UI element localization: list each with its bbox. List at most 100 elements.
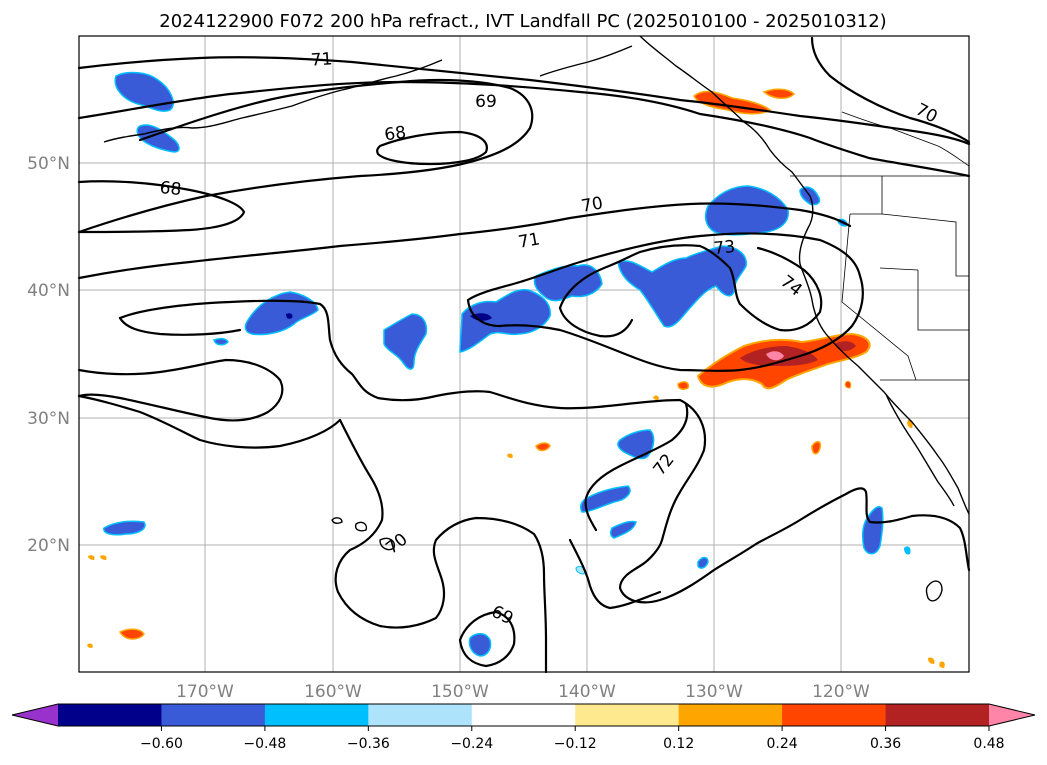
coastline-north-america — [639, 35, 970, 515]
border-line — [841, 111, 970, 167]
neg-region — [459, 288, 551, 353]
contour-label: 71 — [517, 229, 542, 252]
contour-72-west — [118, 316, 242, 336]
pos-region — [939, 661, 945, 668]
colorbar-ticks: −0.60 −0.48 −0.36 −0.24 −0.12 0.12 0.24 0.36 0.4… — [140, 726, 1005, 752]
political-borders — [790, 111, 970, 381]
lon-label-120w: 120°W — [812, 682, 870, 702]
colorbar-extend-max — [989, 704, 1035, 726]
colorbar-segment — [471, 704, 576, 726]
colorbar-extend-min — [12, 704, 58, 726]
pos-region — [811, 441, 822, 455]
colorbar-tick-label: −0.36 — [347, 736, 390, 752]
lon-label-130w: 130°W — [685, 682, 743, 702]
colorbar-tick-label: −0.12 — [554, 736, 597, 752]
neg-region — [103, 520, 146, 536]
contour-label: 69 — [475, 92, 497, 112]
colorbar-tick-label: 0.36 — [870, 736, 901, 752]
colorbar-segment — [782, 704, 887, 726]
contour-70-center — [77, 202, 852, 280]
border-state — [917, 270, 969, 331]
contour-label: 70 — [580, 193, 605, 216]
coastline-baja — [885, 393, 955, 507]
lat-label-30n: 30°N — [27, 409, 70, 429]
contour-label: 68 — [159, 178, 183, 200]
neg-region — [468, 633, 492, 657]
pos-region — [677, 381, 690, 390]
contour-68-west — [77, 180, 246, 234]
refractivity-contours — [77, 36, 971, 674]
pos-region — [653, 395, 659, 400]
contour-74-south — [558, 306, 634, 338]
contour-label: 68 — [383, 123, 407, 146]
colorbar-tick-label: −0.24 — [450, 736, 493, 752]
neg-extreme-region — [286, 313, 293, 319]
colorbar-tick-label: 0.48 — [973, 736, 1004, 752]
pos-region — [535, 442, 551, 452]
contour-68-center — [376, 130, 488, 166]
colorbar-segments — [58, 704, 990, 726]
coastline-island-hawaii — [379, 537, 395, 551]
figure-title: 2024122900 F072 200 hPa refract., IVT La… — [159, 11, 886, 32]
neg-region — [575, 565, 585, 575]
contour-71-north — [77, 56, 971, 146]
map-area: 71 69 68 68 70 71 70 73 74 72 70 69 — [77, 35, 971, 674]
neg-region — [533, 264, 603, 302]
contour-69-south — [458, 610, 516, 668]
neg-region — [114, 71, 174, 112]
border-state — [879, 267, 919, 271]
lat-label-40n: 40°N — [27, 281, 70, 301]
pos-region — [88, 555, 95, 560]
contour-70-north — [77, 80, 971, 178]
lon-label-140w: 140°W — [558, 682, 616, 702]
coastline-island — [354, 521, 368, 532]
neg-region — [697, 556, 709, 569]
map-frame — [78, 35, 970, 673]
contour-70-ne — [810, 36, 971, 144]
border-state — [841, 213, 917, 381]
contour-71-south — [618, 487, 971, 604]
lon-label-150w: 150°W — [431, 682, 489, 702]
longitude-labels: 170°W 160°W 150°W 140°W 130°W 120°W — [176, 682, 870, 702]
neg-region — [579, 485, 631, 513]
colorbar-tick-label: 0.12 — [663, 736, 694, 752]
pos-region — [762, 88, 796, 99]
pos-region — [507, 453, 513, 458]
neg-region — [383, 313, 428, 370]
colorbar-tick-label: −0.48 — [243, 736, 286, 752]
contour-label: 71 — [310, 49, 333, 70]
neg-region — [617, 245, 747, 328]
contour-71-mid2 — [568, 538, 662, 610]
colorbar-segment — [575, 704, 680, 726]
coastline-alaska-south — [539, 45, 633, 77]
latitude-labels: 50°N 40°N 30°N 20°N — [27, 154, 70, 556]
lon-label-160w: 160°W — [304, 682, 362, 702]
colorbar-segment — [58, 704, 162, 726]
pos-region — [100, 555, 107, 560]
colorbar-outline — [11, 703, 1036, 727]
colorbar: −0.60 −0.48 −0.36 −0.24 −0.12 0.12 0.24 0.36 0.4… — [11, 703, 1036, 752]
contour-73 — [466, 232, 864, 372]
contour-71-mid — [584, 402, 689, 532]
coastline-island — [925, 580, 943, 602]
neg-region — [904, 546, 911, 555]
contour-71-sw — [77, 358, 284, 422]
negative-ivt-regions — [103, 71, 911, 657]
colorbar-segment — [161, 704, 266, 726]
colorbar-tick-label: −0.60 — [140, 736, 183, 752]
neg-extreme-region — [470, 313, 492, 321]
coastlines — [103, 35, 970, 602]
contour-74 — [558, 244, 823, 332]
colorbar-tick-label: 0.24 — [767, 736, 798, 752]
coastline-aleutians — [103, 59, 443, 143]
pos-region — [118, 628, 145, 640]
contour-69 — [77, 78, 534, 234]
coastline-island — [331, 517, 343, 525]
lat-label-50n: 50°N — [27, 154, 70, 174]
colorbar-segment — [264, 704, 369, 726]
neg-region — [704, 185, 789, 236]
colorbar-segment — [678, 704, 783, 726]
neg-region — [609, 520, 637, 539]
neg-region — [213, 337, 229, 346]
